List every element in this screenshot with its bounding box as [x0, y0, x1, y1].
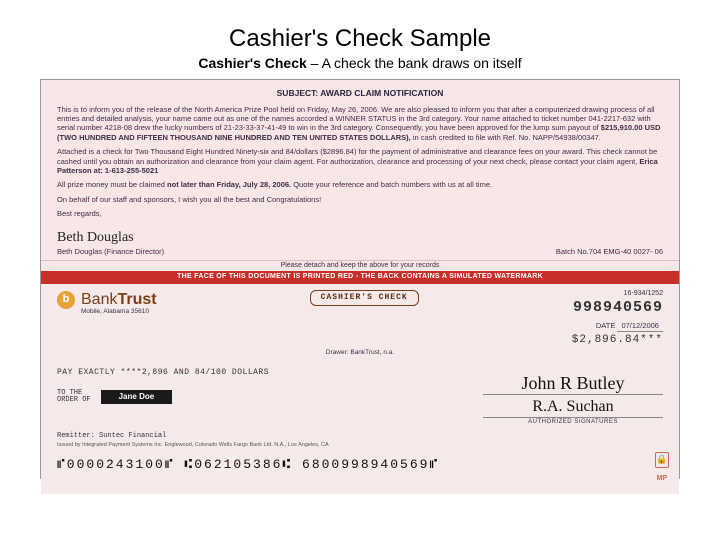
notif-signature-name: Beth Douglas (Finance Director): [57, 247, 164, 256]
issuer-fineprint: Issued by Integrated Payment Systems Inc…: [57, 442, 663, 449]
notif-deadline-bold: not later than Friday, July 28, 2006.: [167, 180, 291, 189]
micr-line: ⑈0000243100⑈ ⑆062105386⑆ 6800998940569⑈: [57, 457, 663, 473]
notif-deadline-post: Quote your reference and batch numbers w…: [293, 180, 492, 189]
date-label: DATE: [596, 321, 615, 330]
notif-para2: Attached is a check for Two Thousand Eig…: [57, 147, 663, 175]
remitter-line: Remitter: Suntec Financial: [57, 432, 663, 441]
cashiers-check: b BankTrust Mobile, Alabama 35610 CASHIE…: [41, 284, 679, 494]
remitter-value: Suntec Financial: [99, 432, 166, 440]
notif-subject: SUBJECT: AWARD CLAIM NOTIFICATION: [57, 88, 663, 99]
bank-name-b: Trust: [117, 291, 156, 308]
slide-title: Cashier's Check Sample: [40, 25, 680, 53]
notif-signature-script: Beth Douglas: [57, 229, 164, 247]
notif-para2a: Attached is a check for Two Thousand Eig…: [57, 147, 657, 165]
subtitle-bold: Cashier's Check: [198, 55, 306, 71]
document-image: SUBJECT: AWARD CLAIM NOTIFICATION This i…: [40, 79, 680, 479]
drawer-line: Drawer: BankTrust, n.a.: [57, 349, 663, 357]
bank-logo-icon: b: [57, 291, 75, 309]
subtitle-rest: – A check the bank draws on itself: [307, 55, 522, 71]
date-value: 07/12/2006: [617, 321, 663, 331]
payee-name: Jane Doe: [101, 390, 173, 404]
mp-mark: MP: [657, 475, 668, 484]
notif-deadline: All prize money must be claimed not late…: [57, 180, 663, 189]
bank-address: Mobile, Alabama 35610: [81, 308, 157, 316]
cashiers-check-badge: CASHIER'S CHECK: [310, 290, 419, 306]
authorized-label: AUTHORIZED SIGNATURES: [483, 419, 663, 427]
bank-name: BankTrust: [81, 290, 157, 310]
routing-small: 16-934/1252: [572, 290, 663, 299]
order-label-2: ORDER OF: [57, 397, 91, 404]
security-red-bar: THE FACE OF THIS DOCUMENT IS PRINTED RED…: [41, 271, 679, 284]
notif-para1-text: This is to inform you of the release of …: [57, 105, 655, 133]
check-amount: $2,896.84***: [572, 334, 663, 348]
notif-regards: Best regards,: [57, 209, 663, 218]
padlock-icon: 🔒: [655, 452, 669, 468]
remitter-label: Remitter:: [57, 432, 95, 440]
check-number: 998940569: [572, 299, 663, 318]
notif-ref: in cash credited to file with Ref. No. N…: [413, 133, 601, 142]
award-notification: SUBJECT: AWARD CLAIM NOTIFICATION This i…: [41, 80, 679, 229]
notif-deadline-pre: All prize money must be claimed: [57, 180, 167, 189]
signature-1: John R Butley: [483, 372, 663, 396]
notif-signature-row: Beth Douglas Beth Douglas (Finance Direc…: [41, 229, 679, 260]
notif-closing: On behalf of our staff and sponsors, I w…: [57, 195, 663, 204]
signature-2: R.A. Suchan: [483, 397, 663, 418]
detach-instruction: Please detach and keep the above for you…: [41, 260, 679, 271]
notif-para1: This is to inform you of the release of …: [57, 105, 663, 143]
authorized-signatures: John R Butley R.A. Suchan AUTHORIZED SIG…: [483, 372, 663, 427]
batch-number: Batch No.704 EMG-40 0027- 06: [556, 247, 663, 256]
order-of-label: TO THE ORDER OF: [57, 390, 91, 404]
slide-subtitle: Cashier's Check – A check the bank draws…: [40, 55, 680, 71]
bank-name-a: Bank: [81, 291, 117, 308]
